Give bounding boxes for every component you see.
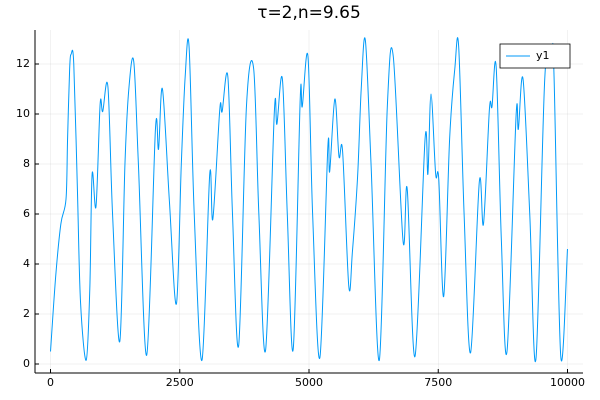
x-tick-label: 7500 [424,376,452,389]
x-tick-label: 0 [47,376,54,389]
y-tick-label: 8 [23,157,30,170]
chart-title: τ=2,n=9.65 [257,3,361,23]
y-tick-label: 6 [23,207,30,220]
y-tick-label: 12 [16,57,30,70]
line [50,37,568,363]
x-tick-label: 10000 [550,376,585,389]
y-tick-label: 0 [23,357,30,370]
y-tick-label: 10 [16,107,30,120]
y-tick-label: 2 [23,307,30,320]
x-tick-label: 5000 [295,376,323,389]
x-tick-label: 2500 [166,376,194,389]
legend-label: y1 [536,49,550,62]
y-tick-label: 4 [23,257,30,270]
